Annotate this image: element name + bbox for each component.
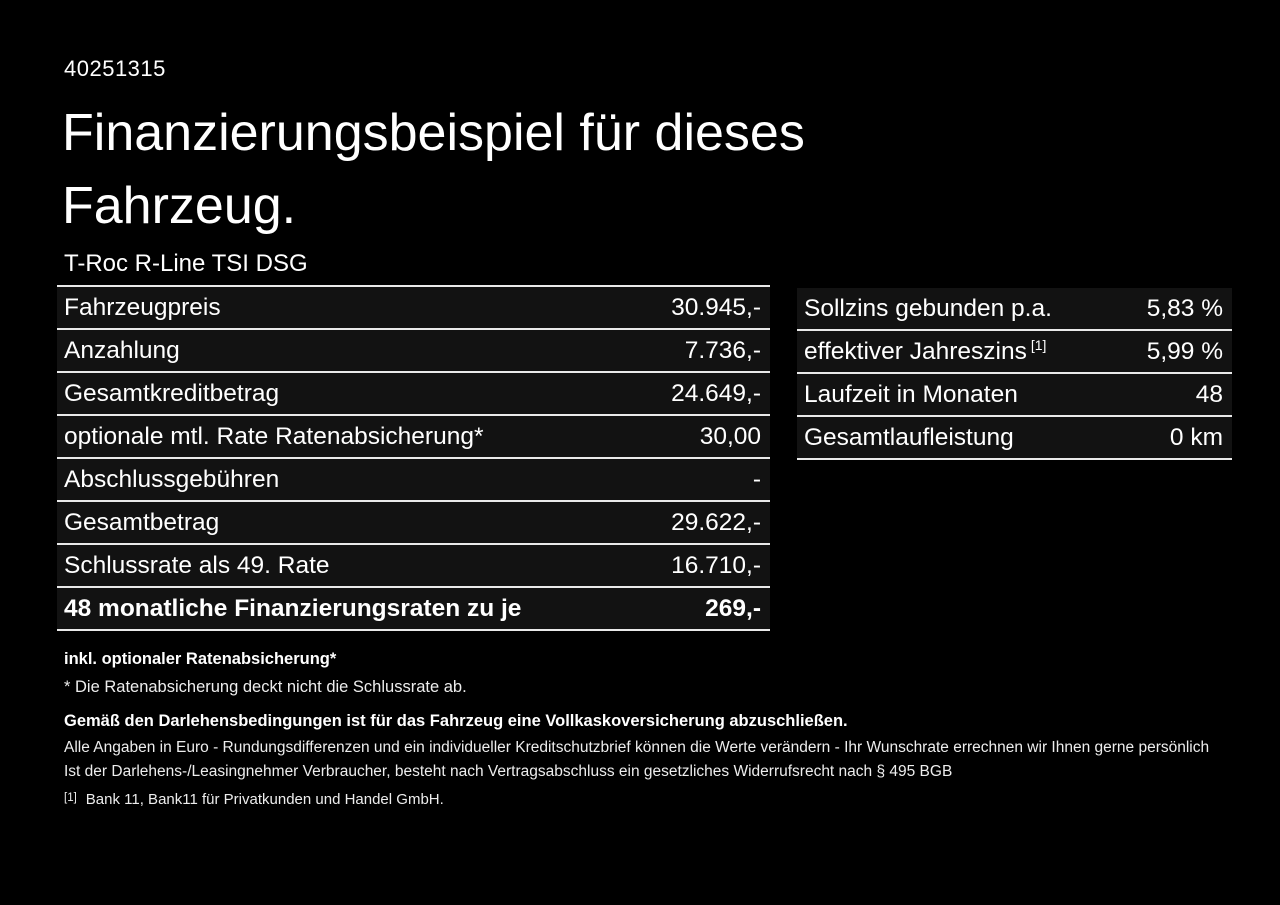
row-label: Gesamtlaufleistung bbox=[804, 423, 1014, 451]
table-row-closing-fees: Abschlussgebühren - bbox=[57, 459, 770, 502]
footnote-disclaimer-2: Ist der Darlehens-/Leasingnehmer Verbrau… bbox=[64, 763, 953, 780]
table-row-down-payment: Anzahlung 7.736,- bbox=[57, 330, 770, 373]
footnote-bank-reference: [1] Bank 11, Bank11 für Privatkunden und … bbox=[64, 791, 444, 808]
row-value: 24.649,- bbox=[671, 379, 761, 407]
row-label: Laufzeit in Monaten bbox=[804, 380, 1018, 408]
table-row-monthly-installments: 48 monatliche Finanzierungsraten zu je 2… bbox=[57, 588, 770, 631]
reference-number: 40251315 bbox=[64, 56, 166, 81]
footnote-insurance: * Die Ratenabsicherung deckt nicht die S… bbox=[64, 678, 467, 696]
footnote-obligation: Gemäß den Darlehensbedingungen ist für d… bbox=[64, 712, 848, 730]
row-label: Gesamtbetrag bbox=[64, 508, 220, 536]
footnote-marker: [1] bbox=[1030, 337, 1047, 353]
row-value: 48 bbox=[1195, 380, 1223, 408]
conditions-table: Sollzins gebunden p.a. 5,83 % effektiver… bbox=[797, 288, 1232, 460]
footnote-insurance-bold: inkl. optionaler Ratenabsicherung* bbox=[64, 650, 337, 668]
table-row-term-months: Laufzeit in Monaten 48 bbox=[797, 374, 1232, 417]
table-row-optional-rate-insurance: optionale mtl. Rate Ratenabsicherung* 30… bbox=[57, 416, 770, 459]
row-value: 30.945,- bbox=[671, 293, 761, 321]
table-row-effective-annual-rate: effektiver Jahreszins [1] 5,99 % bbox=[797, 331, 1232, 374]
vehicle-model: T-Roc R-Line TSI DSG bbox=[57, 245, 770, 287]
row-label: Anzahlung bbox=[64, 336, 180, 364]
row-value: 30,00 bbox=[699, 422, 761, 450]
footnote-bank-text: Bank 11, Bank11 für Privatkunden und Han… bbox=[85, 791, 444, 808]
row-value: 5,99 % bbox=[1146, 337, 1223, 365]
page-title-line-2: Fahrzeug. bbox=[62, 177, 297, 235]
row-value: 269,- bbox=[705, 594, 761, 622]
row-value: 7.736,- bbox=[684, 336, 761, 364]
row-label: optionale mtl. Rate Ratenabsicherung* bbox=[64, 422, 484, 450]
table-row-vehicle-price: Fahrzeugpreis 30.945,- bbox=[57, 287, 770, 330]
table-row-final-installment: Schlussrate als 49. Rate 16.710,- bbox=[57, 545, 770, 588]
row-label: Abschlussgebühren bbox=[64, 465, 280, 493]
row-label: effektiver Jahreszins [1] bbox=[804, 337, 1046, 366]
row-value: 0 km bbox=[1169, 423, 1223, 451]
row-label-text: effektiver Jahreszins bbox=[804, 338, 1027, 365]
page-title: Finanzierungsbeispiel für dieses Fahrzeu… bbox=[62, 97, 805, 243]
row-value: 29.622,- bbox=[671, 508, 761, 536]
table-row-total-amount: Gesamtbetrag 29.622,- bbox=[57, 502, 770, 545]
row-value: 16.710,- bbox=[671, 551, 761, 579]
row-label: 48 monatliche Finanzierungsraten zu je bbox=[64, 594, 522, 622]
row-label: Gesamtkreditbetrag bbox=[64, 379, 280, 407]
page-title-line-1: Finanzierungsbeispiel für dieses bbox=[62, 104, 805, 162]
row-value: - bbox=[752, 465, 761, 493]
footnote-disclaimer-1: Alle Angaben in Euro - Rundungsdifferenz… bbox=[64, 739, 1210, 756]
table-row-borrowing-rate: Sollzins gebunden p.a. 5,83 % bbox=[797, 288, 1232, 331]
row-label: Fahrzeugpreis bbox=[64, 293, 221, 321]
row-label: Sollzins gebunden p.a. bbox=[804, 294, 1052, 322]
row-label: Schlussrate als 49. Rate bbox=[64, 551, 330, 579]
finance-table: Fahrzeugpreis 30.945,- Anzahlung 7.736,-… bbox=[57, 287, 770, 631]
row-value: 5,83 % bbox=[1146, 294, 1223, 322]
table-row-total-credit: Gesamtkreditbetrag 24.649,- bbox=[57, 373, 770, 416]
table-row-total-mileage: Gesamtlaufleistung 0 km bbox=[797, 417, 1232, 460]
footnote-marker: [1] bbox=[64, 792, 77, 804]
